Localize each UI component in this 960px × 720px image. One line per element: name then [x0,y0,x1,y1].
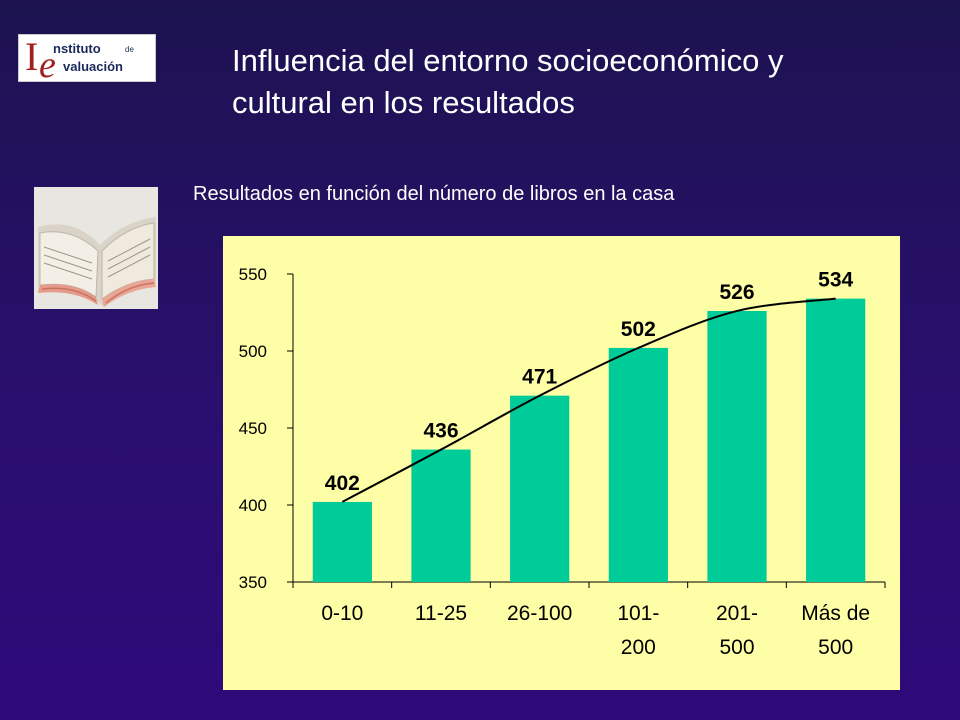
y-tick-label: 400 [239,496,267,515]
trend-line [341,297,836,503]
chart-subtitle: Resultados en función del número de libr… [193,183,675,205]
slide-title-line-2: cultural en los resultados [232,85,575,120]
category-label: 26-100 [507,602,572,625]
bar [806,298,866,582]
data-label: 534 [818,269,853,292]
y-tick-label: 450 [239,419,267,438]
category-label: 201- [716,602,758,625]
bar [510,395,570,582]
y-tick-label: 350 [239,573,267,592]
instituto-evaluacion-logo: I e nstituto de valuación [18,34,156,86]
bar [608,347,668,582]
data-label: 436 [423,420,458,443]
slide-title-line-1: Influencia del entorno socioeconómico y [232,43,784,78]
data-label: 471 [522,366,557,389]
data-label: 402 [325,472,360,495]
logo-de: de [125,45,134,54]
bar [312,501,372,582]
category-label: Más de [801,602,870,625]
logo-letter-e: e [39,44,56,86]
category-label: 500 [719,636,754,659]
category-label: 200 [621,636,656,659]
chart-panel: 350 400 450 500 550 402 0-10 436 11-25 471 26-100 5… [223,236,900,690]
logo-line-1: nstituto [53,41,101,56]
slide-title: Influencia del entorno socioeconómico y … [232,40,932,124]
category-label: 500 [818,636,853,659]
bar [411,449,471,582]
category-label: 0-10 [321,602,363,625]
bar-chart: 350 400 450 500 550 402 0-10 436 11-25 471 26-100 5… [239,265,886,659]
y-tick-label: 550 [239,265,267,284]
logo-line-2: valuación [63,59,123,74]
bar [707,310,767,582]
category-label: 11-25 [415,602,467,625]
data-label: 502 [621,318,656,341]
data-label: 526 [719,281,754,304]
open-book-icon [34,187,158,309]
y-tick-label: 500 [239,342,267,361]
logo-letter-i: I [25,34,39,79]
category-label: 101- [617,602,659,625]
open-book-image [34,187,158,309]
